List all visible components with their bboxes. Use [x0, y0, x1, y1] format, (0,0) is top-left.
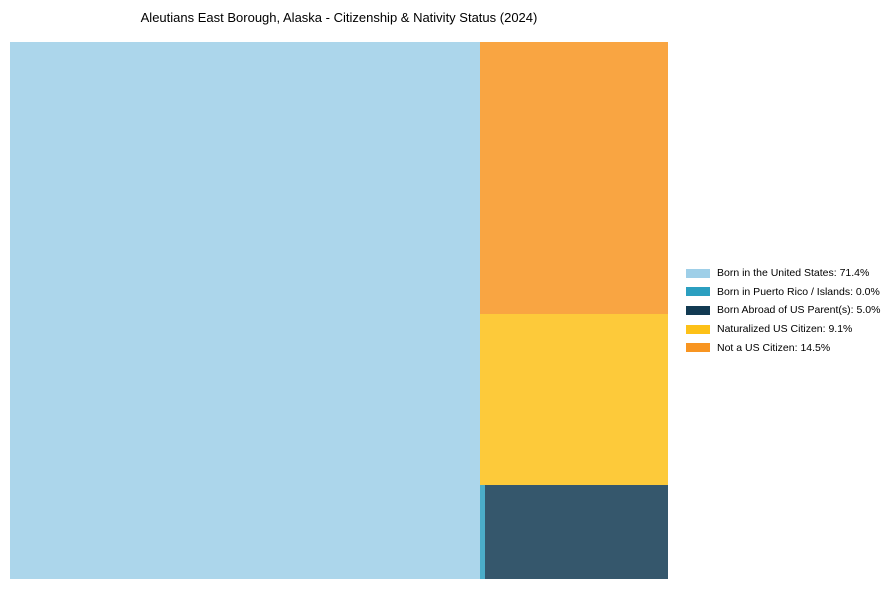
legend-swatch-born_pr	[686, 287, 710, 297]
legend-item-born_us: Born in the United States: 71.4%	[686, 264, 880, 283]
legend-label-born_abroad: Born Abroad of US Parent(s): 5.0%	[717, 304, 881, 317]
legend-swatch-born_us	[686, 268, 710, 278]
chart-title: Aleutians East Borough, Alaska - Citizen…	[140, 10, 538, 25]
legend-item-born_pr: Born in Puerto Rico / Islands: 0.0%	[686, 283, 880, 302]
legend-label-born_pr: Born in Puerto Rico / Islands: 0.0%	[717, 285, 880, 298]
treemap-plot-area	[10, 42, 668, 579]
legend-item-born_abroad: Born Abroad of US Parent(s): 5.0%	[686, 301, 880, 320]
legend-swatch-naturalized	[686, 324, 710, 334]
legend-label-not_citizen: Not a US Citizen: 14.5%	[717, 341, 831, 354]
legend: Born in the United States: 71.4% Born in …	[686, 264, 880, 357]
treemap-rect-born_abroad	[484, 485, 668, 579]
legend-label-born_us: Born in the United States: 71.4%	[717, 267, 870, 280]
legend-item-naturalized: Naturalized US Citizen: 9.1%	[686, 320, 880, 339]
treemap-rect-born_pr	[479, 485, 485, 579]
legend-label-naturalized: Naturalized US Citizen: 9.1%	[717, 323, 853, 336]
treemap-rect-not_citizen	[479, 42, 668, 315]
treemap-rect-born_us	[10, 42, 480, 579]
legend-swatch-not_citizen	[686, 343, 710, 353]
legend-item-not_citizen: Not a US Citizen: 14.5%	[686, 338, 880, 357]
legend-swatch-born_abroad	[686, 305, 710, 315]
treemap-rect-naturalized	[479, 314, 668, 486]
